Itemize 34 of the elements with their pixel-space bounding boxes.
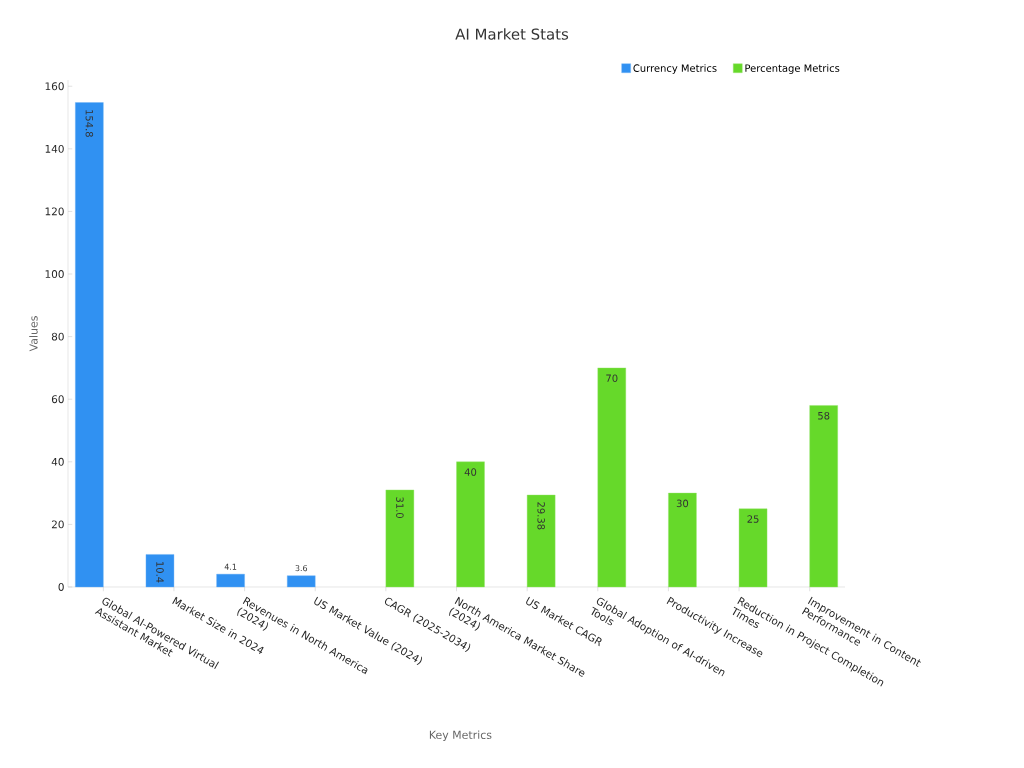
data-label: 40 [464,468,477,476]
legend-label: Percentage Metrics [745,64,840,74]
legend-label: Currency Metrics [633,64,717,74]
y-tick-label: 100 [45,270,64,278]
bar [456,461,485,588]
data-label: 10.4 [156,562,164,583]
y-tick-label: 40 [51,457,64,466]
bar [597,367,626,588]
y-tick-label: 20 [51,520,64,529]
y-tick-label: 60 [51,395,64,404]
bar [145,554,175,588]
y-tick-label: 0 [58,583,64,591]
chart-title: AI Market Stats [455,28,569,40]
bar [668,492,697,588]
bar [385,489,415,588]
x-axis-title: Key Metrics [429,730,492,742]
y-tick-label: 80 [51,332,64,341]
data-label: 25 [747,515,759,523]
data-label: 70 [606,374,618,382]
bar [75,102,104,588]
bar [287,575,316,588]
data-label: 154.8 [85,110,94,137]
bar [738,508,768,588]
y-tick-label: 140 [45,144,64,153]
y-axis-title: Values [29,316,38,352]
bar [526,494,556,588]
bar [809,405,838,588]
data-label: 58 [818,411,830,420]
y-tick-label: 160 [45,82,64,91]
data-label: 29.38 [537,502,545,530]
data-label: 31.0 [396,497,404,519]
y-tick-label: 120 [45,207,64,216]
bar [216,573,245,588]
data-label: 30 [676,499,689,508]
